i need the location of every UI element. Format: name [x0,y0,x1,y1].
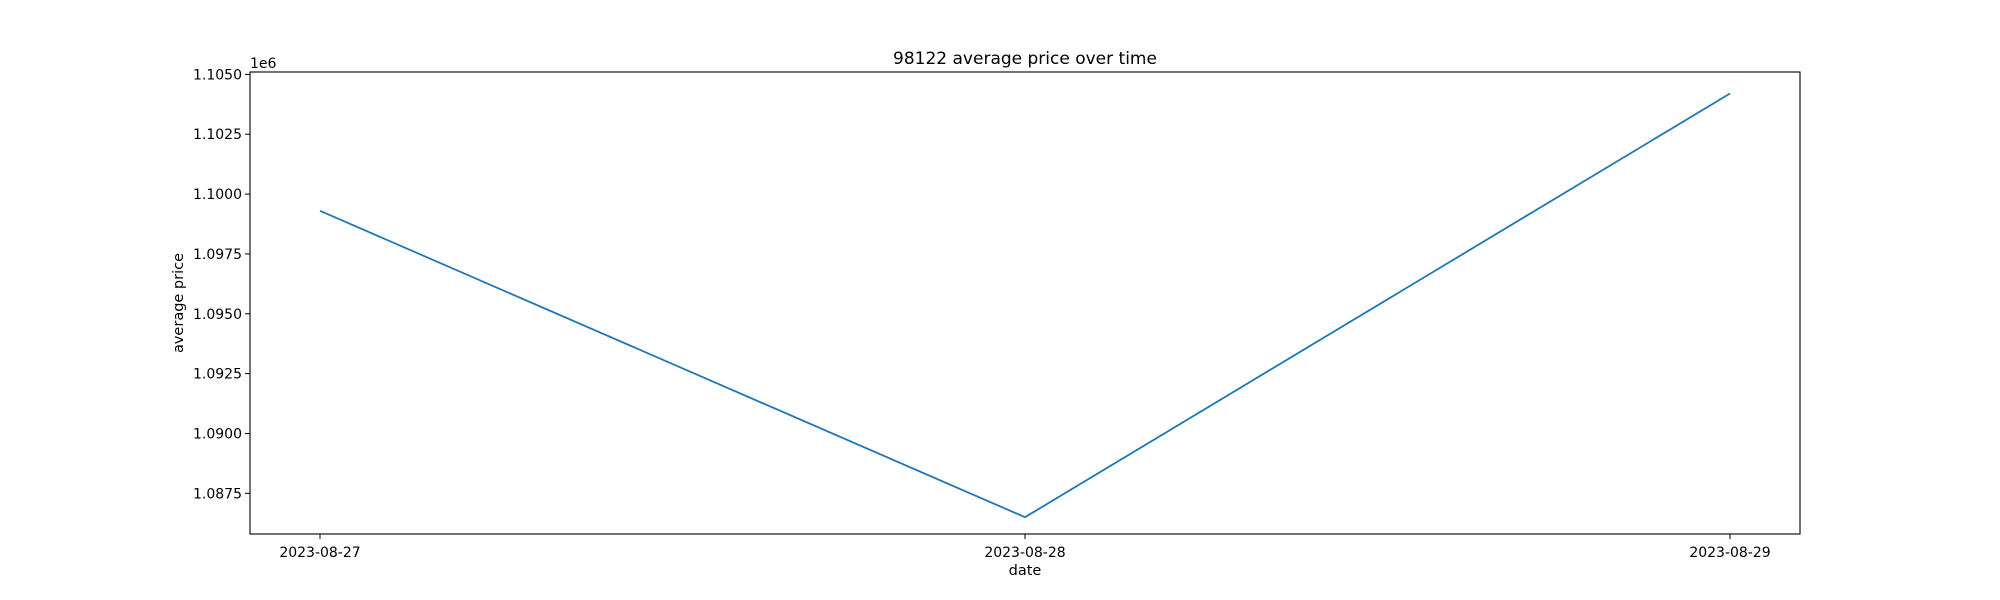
x-axis-label: date [1009,563,1042,579]
y-tick-label: 1.0975 [193,247,242,263]
y-tick-label: 1.1050 [193,67,242,83]
y-tick-label: 1.0950 [193,307,242,323]
x-tick-label: 2023-08-28 [984,545,1065,561]
y-tick-label: 1.1025 [193,127,242,143]
chart-title: 98122 average price over time [893,49,1157,69]
y-axis-offset-label: 1e6 [250,56,277,72]
y-axis-ticks: 1.0875 1.0900 1.0925 1.0950 1.0975 1.1000 1.10… [193,67,250,502]
series-line [319,92,1731,519]
plot-frame [249,71,1801,535]
y-tick-label: 1.0900 [193,426,242,442]
y-axis-label: average price [171,253,187,353]
y-tick-label: 1.1000 [193,187,242,203]
y-tick-label: 1.0875 [193,486,242,502]
series-group [319,92,1731,519]
x-axis-ticks: 2023-08-27 2023-08-28 2023-08-29 [279,534,1771,561]
x-tick-label: 2023-08-29 [1689,545,1770,561]
y-tick-label: 1.0925 [193,367,242,383]
x-tick-label: 2023-08-27 [279,545,360,561]
